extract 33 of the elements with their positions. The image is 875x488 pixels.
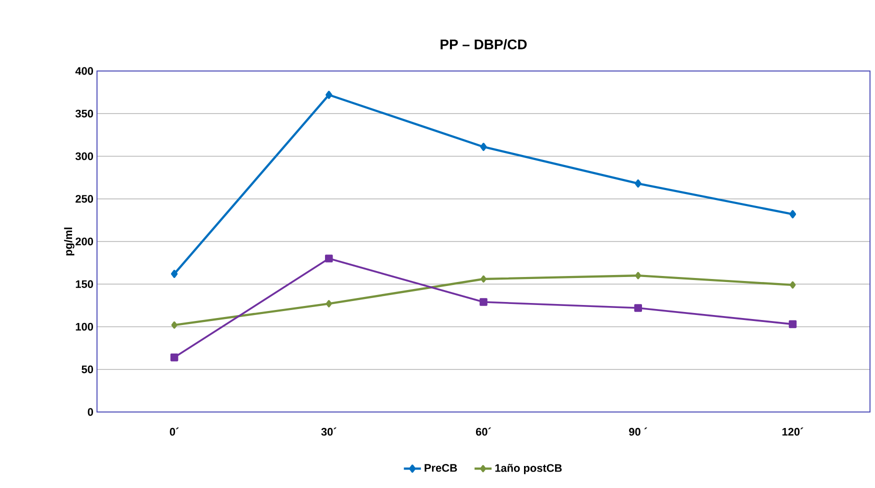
y-tick-label: 250 (76, 194, 94, 203)
y-axis-title: pg/ml (64, 228, 74, 256)
point (170, 270, 178, 278)
x-tick-label: 120´ (782, 428, 804, 436)
point (789, 210, 796, 218)
x-tick-label: 30´ (321, 428, 336, 436)
y-tick-label: 300 (75, 152, 94, 160)
y-tick-label: 350 (75, 110, 94, 118)
point (635, 272, 642, 280)
legend-label: PreCB (424, 464, 457, 472)
x-tick-label: 90 ´ (629, 428, 648, 436)
point (170, 354, 178, 362)
legend-label: 1año postCB (495, 464, 562, 474)
point (480, 298, 488, 306)
chart-title: PP – DBP/CD (440, 39, 527, 50)
x-tick-label: 60´ (476, 428, 491, 436)
point (790, 281, 796, 289)
y-tick-label: 100 (76, 322, 94, 331)
y-tick-label: 200 (76, 238, 94, 246)
point (326, 300, 332, 308)
point (325, 254, 333, 262)
point (788, 320, 797, 328)
y-tick-label: 0 (88, 408, 94, 416)
x-tick-label: 0´ (170, 428, 179, 436)
point (634, 179, 642, 188)
point (171, 321, 178, 329)
point (480, 142, 487, 151)
y-tick-label: 150 (76, 280, 94, 288)
y-tick-label: 400 (75, 67, 94, 75)
y-tick-label: 50 (82, 365, 94, 374)
point (480, 275, 486, 283)
point (326, 90, 332, 99)
point (634, 304, 642, 312)
